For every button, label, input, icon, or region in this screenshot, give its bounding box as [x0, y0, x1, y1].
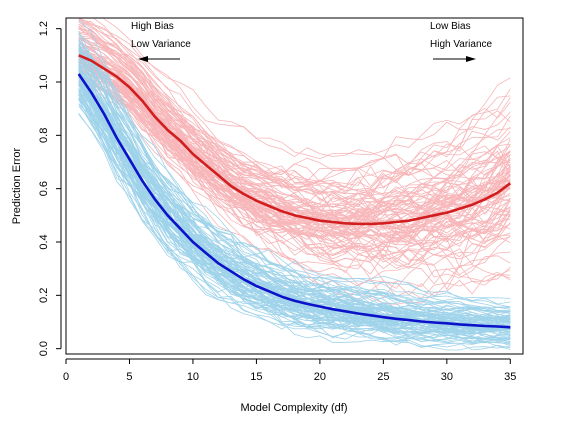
training-realization-line	[78, 112, 511, 346]
test-realization-line	[78, 51, 511, 254]
training-realization-line	[78, 82, 511, 343]
training-realization-line	[78, 87, 511, 342]
test-realization-line	[78, 65, 511, 215]
test-error-mean-line	[78, 54, 512, 226]
training-realization-line	[78, 60, 511, 322]
test-realization-line	[78, 37, 511, 195]
training-realization-line	[78, 39, 511, 313]
test-realization-line	[78, 49, 511, 211]
test-realization-line	[78, 58, 511, 239]
x-axis: 0 5 10 15 20 25 30 35	[63, 358, 516, 383]
test-realization-line	[78, 37, 511, 202]
y-axis: 0.0 0.2 0.4 0.6 0.8 1.0 1.2	[38, 21, 62, 356]
training-realization-line	[78, 84, 511, 330]
test-realization-line	[78, 81, 511, 235]
training-realization-line	[78, 53, 511, 323]
plot-frame	[65, 17, 524, 355]
y-tick-label: 0.2	[38, 288, 50, 303]
x-tick-label: 15	[250, 371, 262, 383]
y-tick-label: 0.8	[38, 128, 50, 143]
training-realization-line	[78, 74, 511, 321]
training-realization-line	[78, 98, 511, 344]
x-tick-label: 30	[441, 371, 453, 383]
test-realization-line	[78, 24, 511, 247]
training-realization-line	[78, 51, 511, 312]
annotation-right: Low Bias High Variance	[430, 21, 493, 62]
test-realization-line	[78, 36, 511, 279]
test-realization-line	[78, 51, 511, 232]
test-realization-line	[78, 31, 511, 231]
training-realization-line	[78, 94, 511, 350]
right-arrow-icon	[466, 56, 476, 62]
annotation-left-line2: Low Variance	[131, 39, 191, 50]
test-realization-line	[78, 43, 511, 208]
mean-curves	[77, 54, 512, 329]
training-realization-line	[78, 103, 511, 330]
x-axis-label: Model Complexity (df)	[241, 402, 348, 414]
training-realization-line	[78, 40, 511, 308]
annotation-right-line1: Low Bias	[430, 21, 471, 32]
test-realization-line	[78, 82, 511, 243]
y-axis-label: Prediction Error	[11, 147, 23, 224]
annotation-left-line1: High Bias	[131, 21, 174, 32]
x-tick-label: 0	[63, 371, 69, 383]
training-realization-line	[78, 82, 511, 346]
annotation-left: High Bias Low Variance	[131, 21, 191, 62]
test-realization-line	[78, 55, 511, 285]
test-realization-line	[78, 35, 511, 195]
training-realization-line	[78, 48, 511, 312]
test-realization-line	[78, 26, 511, 299]
test-realization-line	[78, 21, 511, 182]
left-arrow-icon	[138, 56, 148, 62]
training-realization-line	[78, 97, 511, 342]
training-realization-line	[78, 38, 511, 332]
x-tick-label: 20	[314, 371, 326, 383]
x-tick-label: 10	[187, 371, 199, 383]
training-error-mean-line	[77, 73, 511, 329]
test-realization-line	[78, 18, 511, 192]
x-tick-label: 35	[504, 371, 516, 383]
y-tick-label: 0.6	[38, 181, 50, 196]
test-realization-line	[78, 55, 511, 220]
y-tick-label: 1.0	[38, 74, 50, 89]
y-tick-label: 0.4	[38, 234, 50, 249]
test-realization-line	[101, 18, 511, 176]
x-tick-label: 25	[377, 371, 389, 383]
x-tick-label: 5	[126, 371, 132, 383]
training-realization-line	[78, 33, 511, 305]
training-realization-line	[78, 40, 511, 310]
annotation-right-line2: High Variance	[430, 39, 493, 50]
y-tick-label: 0.0	[38, 341, 50, 356]
training-realization-line	[78, 77, 511, 322]
y-tick-label: 1.2	[38, 21, 50, 36]
training-realization-line	[78, 44, 511, 318]
training-realization-line	[78, 114, 511, 351]
test-realization-line	[78, 58, 511, 257]
test-realization-line	[78, 61, 511, 299]
